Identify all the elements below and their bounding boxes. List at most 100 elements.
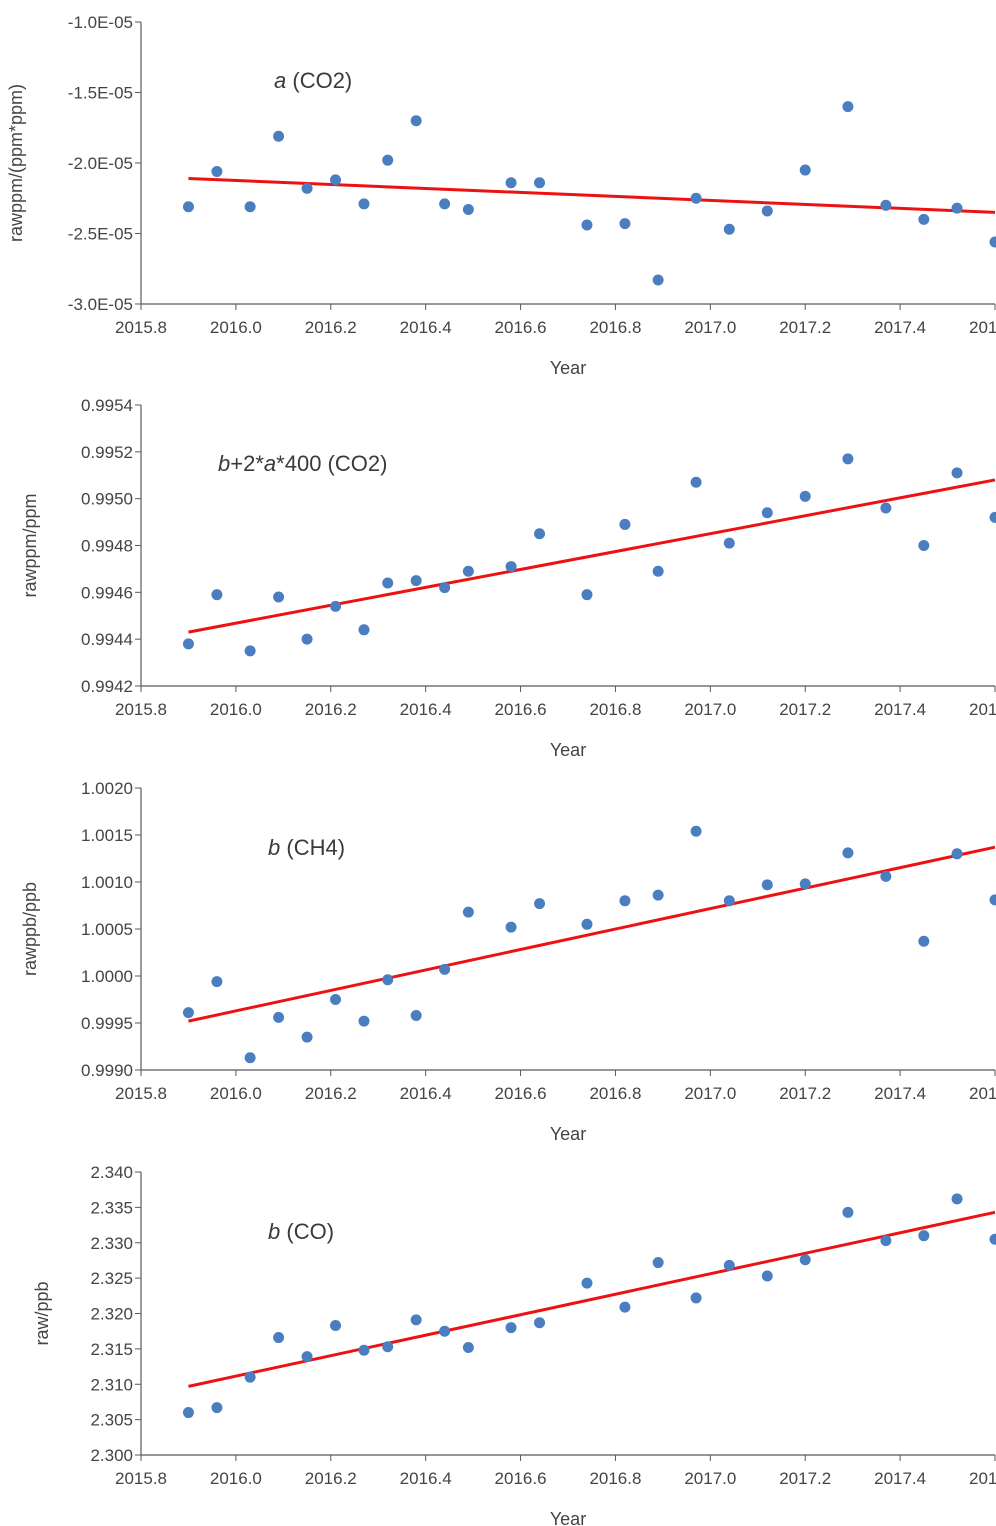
data-point [211,976,223,988]
x-axis-title: Year [550,1509,586,1526]
data-point [880,1235,892,1247]
x-tick-label: 2017.2 [779,1084,831,1103]
data-point [211,1402,223,1414]
data-point [619,1301,631,1313]
y-tick-label: 0.9942 [81,677,133,696]
y-tick-label: 1.0005 [81,920,133,939]
data-point [880,502,892,514]
y-tick-label: 2.300 [90,1446,133,1465]
y-tick-label: 2.335 [90,1198,133,1217]
y-tick-label: -3.0E-05 [68,295,133,314]
data-point [880,199,892,211]
data-point [244,1052,256,1064]
data-point [273,130,285,142]
y-tick-label: 0.9954 [81,396,133,415]
x-tick-label: 2017.0 [684,318,736,337]
y-tick-label: 1.0010 [81,873,133,892]
data-point [182,201,194,213]
y-tick-label: 0.9950 [81,490,133,509]
data-point [330,600,342,612]
annotation-segment: (CH4) [280,835,345,860]
y-tick-label: 2.325 [90,1269,133,1288]
x-tick-label: 2015.8 [115,1469,167,1488]
x-tick-label: 2015.8 [115,1084,167,1103]
annotation-segment: b [268,835,280,860]
data-point [462,565,474,577]
data-point [410,575,422,587]
data-point [723,537,735,549]
y-axis-title: rawppm/ppm [20,493,40,597]
chart-panel-ch4-b: 0.9990 0.9995 1.0000 1.0005 1.0010 1.0015 1.00… [20,779,996,1144]
x-tick-label: 2016.8 [589,1084,641,1103]
x-tick-label: 2017.6 [969,1084,996,1103]
panel-annotation: a (CO2) [274,68,352,93]
data-point [182,1007,194,1019]
data-point [534,177,546,189]
x-tick-label: 2016.2 [305,1469,357,1488]
data-point [534,528,546,540]
y-tick-label: 2.340 [90,1163,133,1182]
y-tick-label: 2.315 [90,1340,133,1359]
data-point [989,511,996,523]
data-point [382,154,394,166]
data-point [880,870,892,882]
x-tick-label: 2016.8 [589,1469,641,1488]
y-tick-label: 0.9944 [81,630,133,649]
x-tick-label: 2017.6 [969,700,996,719]
data-point [761,205,773,217]
data-point [989,1233,996,1245]
data-point [690,1292,702,1304]
x-tick-label: 2016.4 [400,1084,452,1103]
x-tick-label: 2017.0 [684,700,736,719]
y-axis-title: rawppm/(ppm*ppm) [6,84,26,242]
x-tick-label: 2017.2 [779,318,831,337]
data-point [951,1193,963,1205]
data-point [358,624,370,636]
data-point [842,847,854,859]
x-tick-label: 2017.4 [874,318,926,337]
panel-annotation: b+2*a*400 (CO2) [218,451,387,476]
trendline [188,478,996,634]
x-tick-label: 2016.0 [210,318,262,337]
panel-annotation: b (CO) [268,1219,334,1244]
annotation-segment: b [268,1219,280,1244]
data-point [918,213,930,225]
x-tick-label: 2017.6 [969,318,996,337]
data-point [581,219,593,231]
data-point [989,894,996,906]
data-point [534,1317,546,1329]
data-point [244,201,256,213]
data-point [918,935,930,947]
x-tick-label: 2016.2 [305,1084,357,1103]
data-point [761,507,773,519]
x-tick-label: 2016.8 [589,700,641,719]
data-point [505,561,517,573]
data-point [439,198,451,210]
data-point [301,1351,313,1363]
data-point [410,115,422,127]
x-tick-label: 2016.6 [495,1469,547,1488]
x-tick-label: 2017.4 [874,1469,926,1488]
data-point [723,1259,735,1271]
data-point [951,467,963,479]
y-tick-label: 1.0015 [81,826,133,845]
x-tick-label: 2016.6 [495,318,547,337]
data-point [581,918,593,930]
data-point [652,1257,664,1269]
annotation-segment: a [264,451,276,476]
data-point [244,645,256,657]
data-point [358,1015,370,1027]
x-tick-label: 2017.2 [779,1469,831,1488]
data-point [410,1009,422,1021]
data-point [382,1341,394,1353]
data-point [761,1270,773,1282]
y-tick-label: 0.9952 [81,443,133,462]
annotation-segment: a [274,68,286,93]
data-point [989,236,996,248]
y-tick-label: 1.0000 [81,967,133,986]
data-point [301,182,313,194]
y-tick-label: 1.0020 [81,779,133,798]
data-point [690,476,702,488]
data-point [211,589,223,601]
y-tick-label: 2.320 [90,1305,133,1324]
